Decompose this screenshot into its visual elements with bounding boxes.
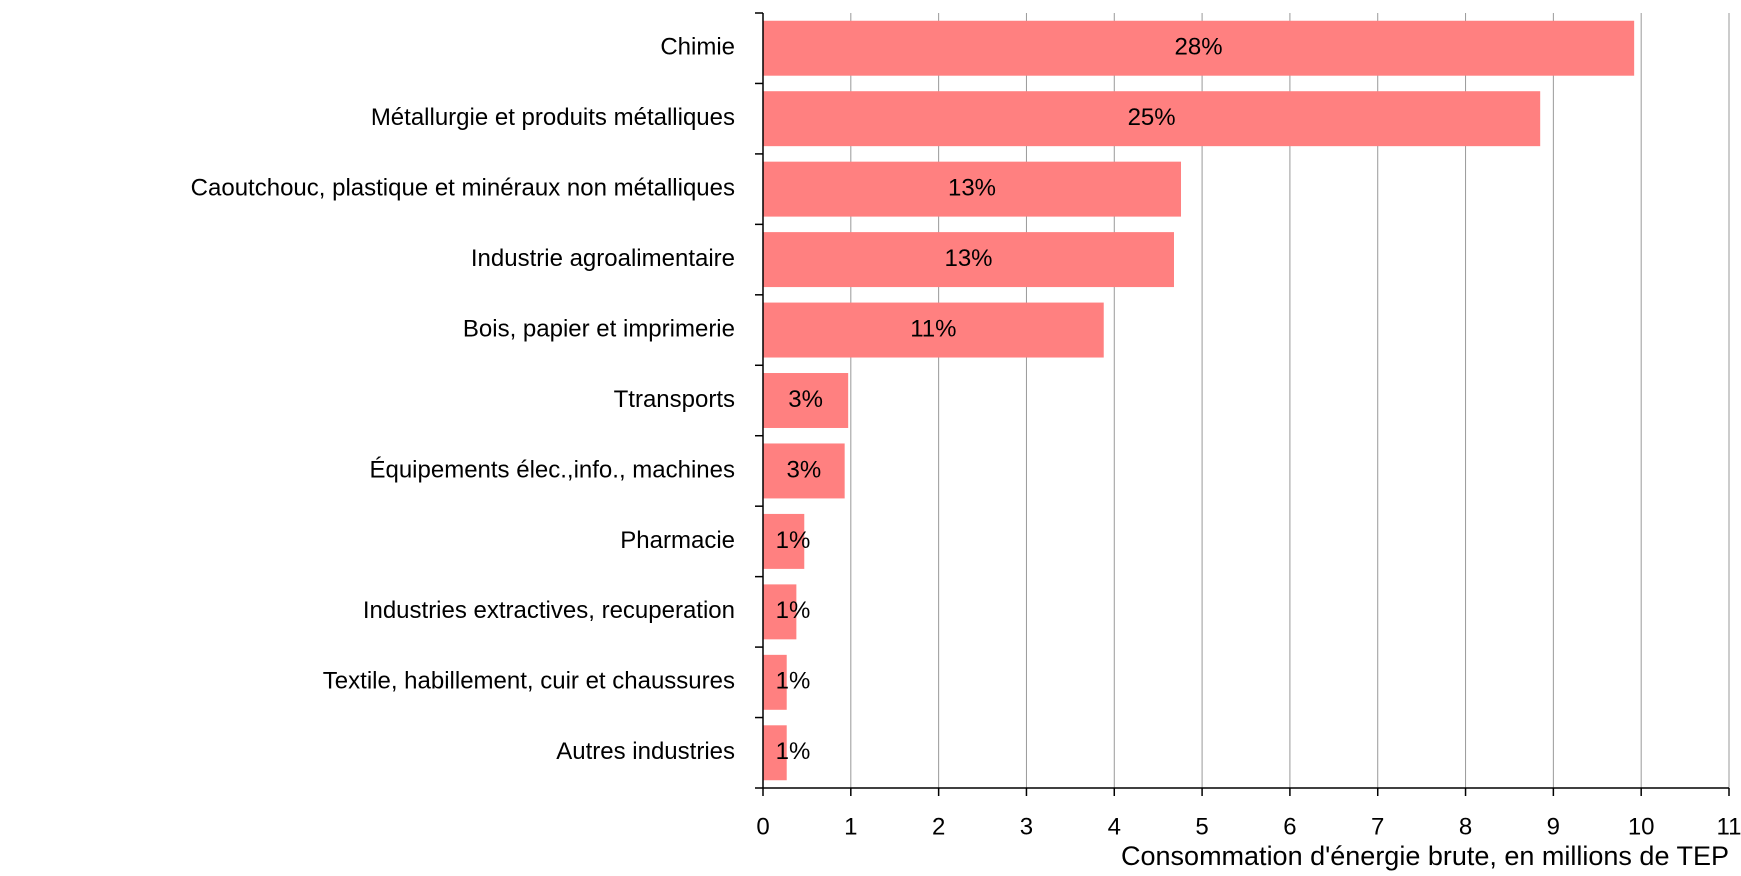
x-tick-label: 10 (1628, 813, 1655, 840)
y-tick-label: Textile, habillement, cuir et chaussures (323, 668, 735, 695)
bar-label: 13% (948, 174, 996, 201)
y-tick-label: Industrie agroalimentaire (471, 245, 735, 272)
y-tick-label: Pharmacie (620, 527, 735, 554)
y-tick-label: Métallurgie et produits métalliques (371, 104, 735, 131)
bar-label: 13% (944, 245, 992, 272)
bar (763, 373, 849, 428)
bar (763, 654, 787, 710)
bar (763, 513, 805, 569)
bar (763, 725, 787, 781)
bar (763, 20, 1635, 76)
y-tick-label: Industries extractives, recuperation (363, 597, 735, 624)
bar-label: 1% (776, 527, 811, 554)
bar-label: 11% (910, 315, 956, 342)
bar (763, 584, 797, 640)
bar-label: 1% (776, 597, 811, 624)
x-axis-title: Consommation d'énergie brute, en million… (1121, 841, 1729, 871)
bar-label: 3% (786, 456, 821, 483)
bar-label: 1% (776, 668, 811, 695)
y-tick-label: Caoutchouc, plastique et minéraux non mé… (191, 174, 735, 201)
y-tick-label: Chimie (660, 34, 735, 61)
x-tick-label: 9 (1547, 813, 1560, 840)
bar (763, 443, 845, 499)
x-tick-label: 1 (844, 813, 857, 840)
x-tick-label: 2 (932, 813, 945, 840)
x-tick-label: 3 (1020, 813, 1033, 840)
bar-label: 1% (776, 738, 811, 765)
y-tick-label: Équipements élec.,info., machines (369, 456, 735, 483)
x-tick-label: 6 (1283, 813, 1296, 840)
x-tick-label: 4 (1108, 813, 1121, 840)
x-tick-label: 0 (756, 813, 769, 840)
x-tick-label: 5 (1195, 813, 1208, 840)
y-tick-label: Autres industries (556, 738, 735, 765)
bar (763, 91, 1541, 147)
y-tick-label: Ttransports (614, 386, 735, 413)
bar-label: 28% (1175, 34, 1223, 61)
x-tick-label: 11 (1717, 813, 1741, 840)
x-tick-label: 8 (1459, 813, 1472, 840)
y-tick-label: Bois, papier et imprimerie (463, 315, 735, 342)
x-tick-label: 7 (1371, 813, 1384, 840)
bar (763, 161, 1182, 217)
bar (763, 302, 1104, 358)
bar-label: 25% (1128, 104, 1176, 131)
bar (763, 232, 1174, 288)
bar-label: 3% (788, 386, 823, 413)
